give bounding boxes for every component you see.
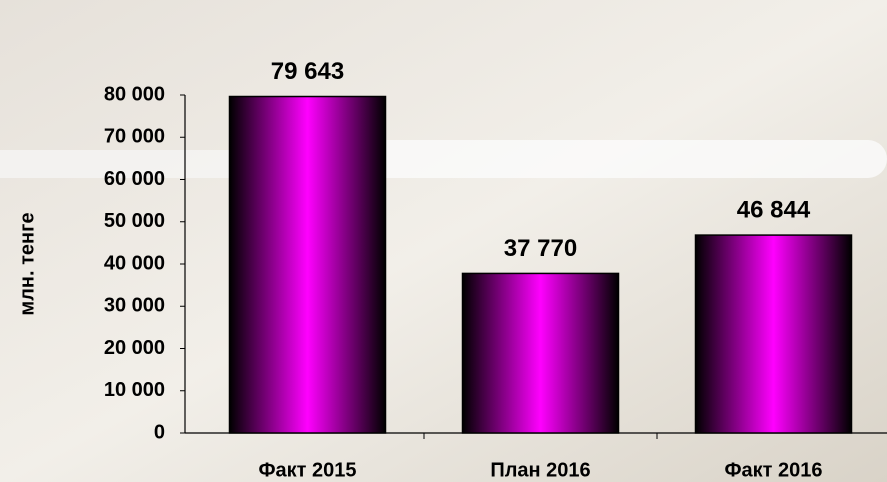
y-tick-label: 0 xyxy=(154,421,165,443)
x-tick-label: Факт 2016 xyxy=(724,459,822,481)
y-tick-label: 20 000 xyxy=(104,337,165,359)
y-tick-label: 40 000 xyxy=(104,252,165,274)
value-label: 79 643 xyxy=(271,58,344,85)
y-tick-label: 80 000 xyxy=(104,83,165,105)
bar xyxy=(461,272,620,434)
x-tick-label: Факт 2015 xyxy=(258,459,356,481)
value-label: 37 770 xyxy=(504,235,577,262)
bar xyxy=(694,234,853,434)
value-label: 46 844 xyxy=(737,196,811,223)
bar xyxy=(228,95,387,434)
y-axis-label: млн. тенге xyxy=(16,212,38,315)
y-tick-label: 70 000 xyxy=(104,126,165,148)
pipe xyxy=(300,140,887,178)
y-tick-label: 30 000 xyxy=(104,295,165,317)
y-tick-label: 10 000 xyxy=(104,379,165,401)
x-tick-label: План 2016 xyxy=(490,459,590,481)
y-tick-label: 50 000 xyxy=(104,210,165,232)
y-tick-label: 60 000 xyxy=(104,168,165,190)
